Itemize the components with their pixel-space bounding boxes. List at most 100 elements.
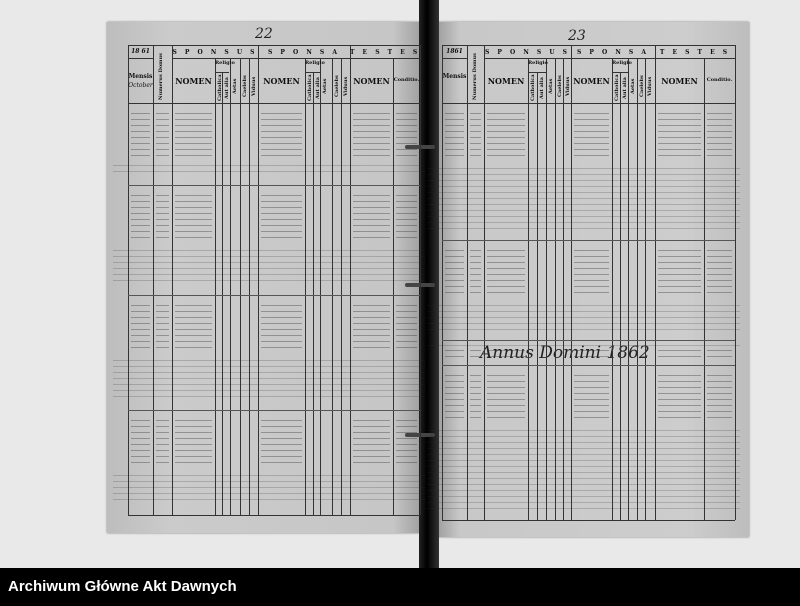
nomen-header: NOMEN [661,76,698,86]
sponsus-header: S P O N S U S [485,49,570,56]
handwritten-entry [574,108,609,158]
handwritten-entry [574,370,609,420]
nomen-header: NOMEN [353,76,390,86]
handwritten-entry [396,108,417,158]
aetas-header: Aetas [322,78,328,95]
handwritten-entry [470,370,481,420]
handwritten-entry [131,415,150,465]
column-line [528,58,529,520]
numerus-domus-header: Numerus Domus [158,53,164,101]
left-register-page [107,22,425,533]
religio-header: Religio [305,60,325,66]
nomen-header: NOMEN [263,76,300,86]
handwritten-entry [487,370,525,420]
column-line [320,58,321,515]
testes-header: T E S T E S [659,49,731,56]
handwritten-annotation [113,470,425,505]
conditio-header: Conditio. [393,77,420,83]
handwritten-entry [396,190,417,240]
caelebs-header: Caelebs [639,75,645,98]
nomen-header: NOMEN [573,76,610,86]
viduus-header: Viduus [565,76,571,97]
handwritten-entry [487,245,525,295]
archive-name: Archiwum Główne Akt Dawnych [8,578,237,595]
table-border [128,45,420,46]
column-line [240,58,241,515]
table-border [442,520,735,521]
month-value: October [128,82,153,89]
aetas-header: Aetas [548,78,554,95]
testes-header: T E S T E S [350,49,421,56]
handwritten-entry [470,108,481,158]
handwritten-entry [353,108,390,158]
handwritten-entry [175,300,212,350]
conditio-header: Conditio. [706,77,733,83]
handwritten-annotation [427,340,740,350]
right-register-page [435,22,749,537]
viduus-header: Viduus [343,76,349,97]
handwritten-entry [487,108,525,158]
numerus-domus-header: Numerus Domus [472,53,478,101]
handwritten-entry [470,345,481,360]
handwritten-entry [574,245,609,295]
column-line [222,72,223,515]
handwritten-entry [487,345,525,360]
handwritten-entry [658,108,701,158]
column-line [628,58,629,520]
column-line [258,45,259,515]
handwritten-entry [156,190,169,240]
religio-header: Religio [215,60,235,66]
column-line [249,58,250,515]
column-line [571,45,572,520]
handwritten-entry [353,415,390,465]
handwritten-entry [261,300,302,350]
month-label: Mensis [128,73,153,80]
column-line [215,58,216,515]
column-line [332,58,333,515]
column-line [172,45,173,515]
column-line [637,58,638,520]
catholica-header: Catholica [307,74,313,101]
catholica-header: Catholica [530,74,536,101]
column-line [704,58,705,520]
handwritten-entry [131,190,150,240]
handwritten-entry [445,245,464,295]
entry-divider [442,340,735,341]
column-line [393,58,394,515]
column-line [546,58,547,520]
handwritten-annotation [113,245,425,285]
column-line [735,45,736,520]
nomen-header: NOMEN [487,76,525,86]
sponsa-header: S P O N S A [268,49,340,56]
handwritten-entry [353,190,390,240]
column-line [484,45,485,520]
handwritten-entry [175,190,212,240]
header-divider [484,58,735,59]
aut_alia-header: Aut alia [539,77,545,99]
aut_alia-header: Aut alia [622,77,628,99]
religio-header: Religio [528,60,548,66]
handwritten-entry [470,245,481,295]
column-line [563,58,564,520]
table-border [442,45,735,46]
handwritten-entry [261,108,302,158]
nomen-header: NOMEN [175,76,212,86]
column-line [655,45,656,520]
column-line [350,45,351,515]
header-divider [442,58,467,59]
entry-divider [442,240,735,241]
column-line [612,58,613,520]
sponsa-header: S P O N S A [577,49,649,56]
viduus-header: Viduus [647,76,653,97]
header-divider [172,58,420,59]
entry-divider [442,365,735,366]
handwritten-entry [445,345,464,360]
handwritten-entry [131,108,150,158]
handwritten-entry [353,300,390,350]
aetas-header: Aetas [630,78,636,95]
entry-divider [128,185,420,186]
year-label: 18 61 [131,48,150,55]
catholica-header: Catholica [614,74,620,101]
year-label: 1861 [446,48,463,55]
handwritten-entry [396,415,417,465]
